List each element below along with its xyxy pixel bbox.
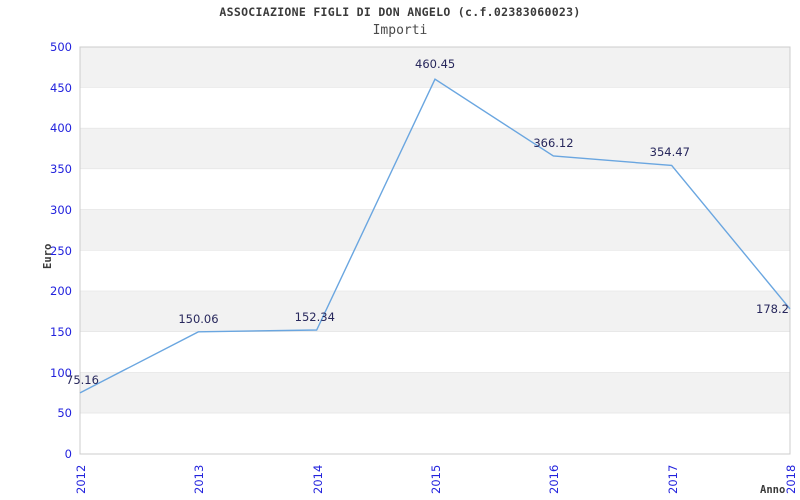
- x-tick-label: 2016: [547, 464, 562, 494]
- data-line: [79, 78, 791, 394]
- plot-band: [80, 128, 790, 170]
- plot-band: [80, 372, 790, 414]
- y-tick-label: 200: [50, 284, 72, 299]
- plot-bands: [80, 47, 790, 455]
- x-tick-label: 2013: [192, 464, 207, 494]
- plot-band: [80, 87, 790, 129]
- data-point-label: 178.2: [756, 301, 789, 316]
- data-point-label: 354.47: [649, 145, 690, 160]
- y-tick-label: 300: [50, 202, 72, 217]
- x-tick-label: 2017: [665, 464, 680, 494]
- y-tick-label: 150: [50, 324, 72, 339]
- plot-band: [80, 291, 790, 332]
- y-tick-label: 0: [64, 447, 72, 461]
- plot-frame: [79, 46, 791, 455]
- x-tick-label: 2015: [429, 464, 443, 494]
- data-point-label: 75.16: [66, 372, 99, 387]
- y-tick-label: 50: [57, 406, 72, 421]
- plot-band: [80, 169, 790, 210]
- data-point-label: 150.06: [178, 311, 219, 326]
- y-tick-label: 400: [50, 121, 72, 136]
- y-tick-label: 250: [50, 243, 72, 258]
- x-tick-label: 2012: [74, 464, 88, 494]
- x-tick-label: 2018: [784, 464, 798, 494]
- x-axis-title: Anno: [760, 484, 786, 496]
- y-axis-title: Euro: [42, 243, 54, 269]
- plot-band: [80, 413, 790, 454]
- y-tick-label: 450: [50, 80, 72, 95]
- data-point-label: 460.45: [415, 57, 456, 72]
- data-point-label: 152.34: [294, 309, 335, 324]
- data-point-label: 366.12: [533, 135, 574, 150]
- y-tick-label: 350: [50, 162, 72, 177]
- plot-band: [80, 250, 790, 292]
- plot-band: [80, 331, 790, 373]
- chart-title: ASSOCIAZIONE FIGLI DI DON ANGELO (c.f.02…: [219, 5, 581, 19]
- plot-band: [80, 47, 790, 88]
- x-tick-label: 2014: [310, 464, 325, 494]
- y-tick-label: 100: [50, 365, 72, 380]
- plot-band: [80, 209, 790, 251]
- y-tick-label: 500: [50, 40, 72, 54]
- chart-subtitle: Importi: [372, 23, 428, 38]
